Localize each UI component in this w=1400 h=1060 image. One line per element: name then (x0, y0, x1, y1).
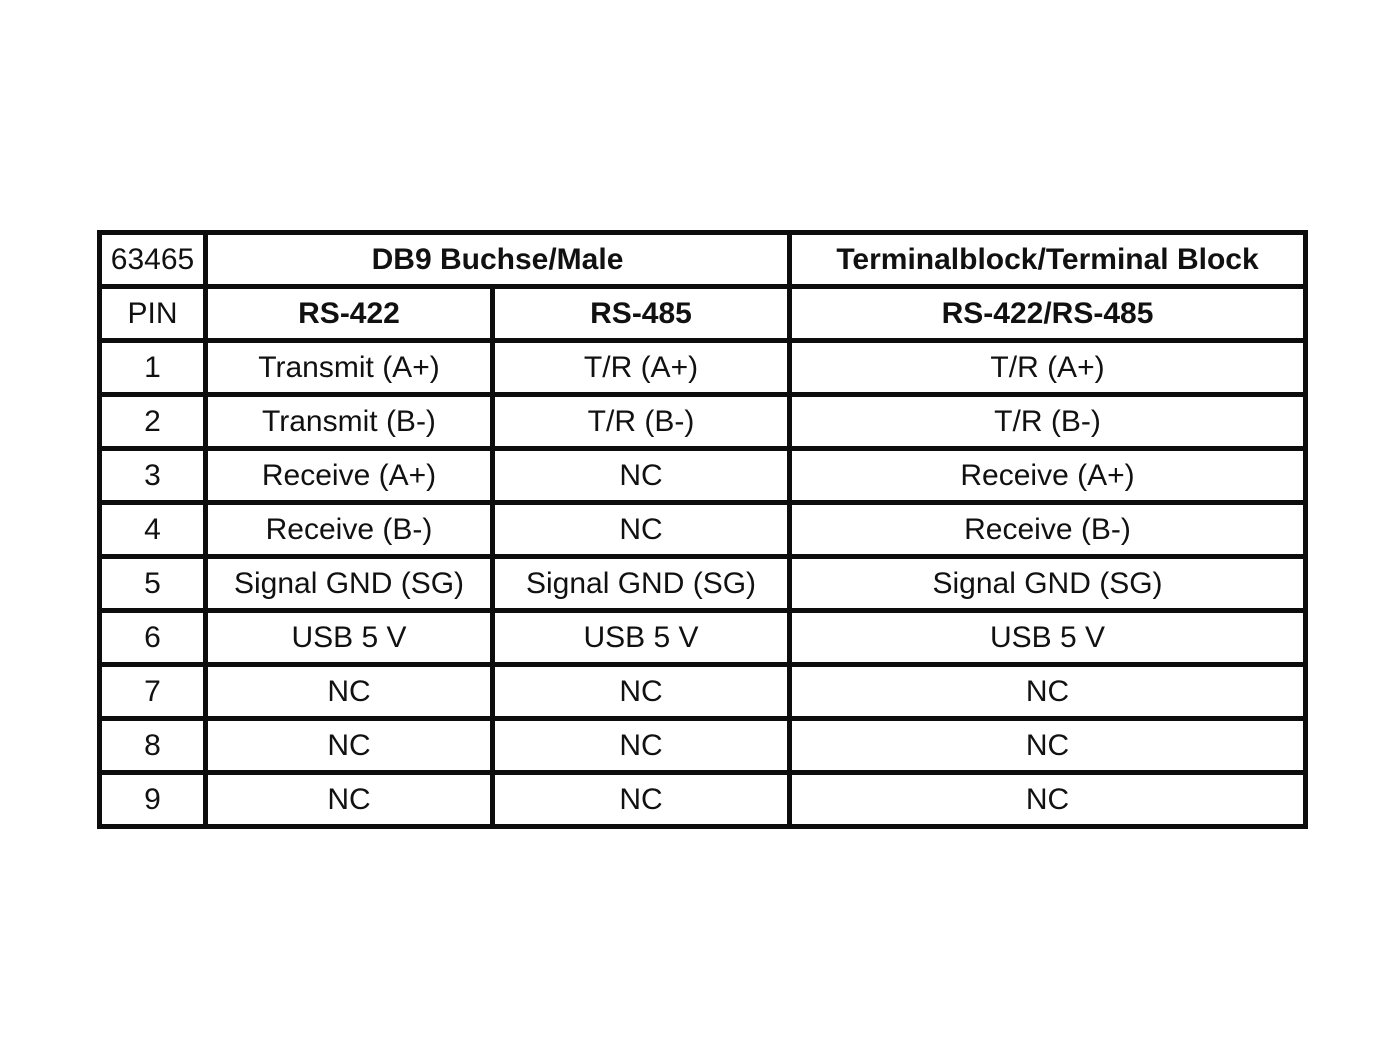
rs422-signal-cell: NC (203, 716, 495, 775)
rs485-signal-cell: USB 5 V (490, 608, 792, 667)
table-row-pin-1: 1 Transmit (A+) T/R (A+) T/R (A+) (97, 338, 1308, 397)
pin-column-header: PIN (97, 284, 208, 343)
rs485-signal-cell: Signal GND (SG) (490, 554, 792, 613)
pin-number-cell: 7 (97, 662, 208, 721)
table-group-header-row: 63465 DB9 Buchse/Male Terminalblock/Term… (97, 230, 1308, 289)
rs422-signal-cell: USB 5 V (203, 608, 495, 667)
pin-number-cell: 9 (97, 770, 208, 829)
table-row-pin-7: 7 NC NC NC (97, 662, 1308, 721)
pin-number-cell: 2 (97, 392, 208, 451)
terminal-signal-cell: T/R (A+) (787, 338, 1308, 397)
rs485-signal-cell: NC (490, 770, 792, 829)
terminal-signal-cell: Receive (A+) (787, 446, 1308, 505)
terminal-block-group-header: Terminalblock/Terminal Block (787, 230, 1308, 289)
db9-group-header: DB9 Buchse/Male (203, 230, 792, 289)
rs422-signal-cell: Transmit (B-) (203, 392, 495, 451)
rs422-rs485-column-header: RS-422/RS-485 (787, 284, 1308, 343)
table-row-pin-9: 9 NC NC NC (97, 770, 1308, 829)
rs422-signal-cell: Receive (B-) (203, 500, 495, 559)
rs485-signal-cell: NC (490, 716, 792, 775)
terminal-signal-cell: T/R (B-) (787, 392, 1308, 451)
terminal-signal-cell: NC (787, 662, 1308, 721)
terminal-signal-cell: USB 5 V (787, 608, 1308, 667)
pin-number-cell: 5 (97, 554, 208, 613)
rs485-column-header: RS-485 (490, 284, 792, 343)
rs422-signal-cell: Receive (A+) (203, 446, 495, 505)
terminal-signal-cell: Receive (B-) (787, 500, 1308, 559)
table-column-header-row: PIN RS-422 RS-485 RS-422/RS-485 (97, 284, 1308, 343)
pin-number-cell: 4 (97, 500, 208, 559)
rs422-column-header: RS-422 (203, 284, 495, 343)
rs485-signal-cell: NC (490, 500, 792, 559)
rs485-signal-cell: T/R (B-) (490, 392, 792, 451)
pin-number-cell: 8 (97, 716, 208, 775)
terminal-signal-cell: NC (787, 716, 1308, 775)
table-row-pin-3: 3 Receive (A+) NC Receive (A+) (97, 446, 1308, 505)
rs422-signal-cell: NC (203, 662, 495, 721)
terminal-signal-cell: Signal GND (SG) (787, 554, 1308, 613)
table-row-pin-2: 2 Transmit (B-) T/R (B-) T/R (B-) (97, 392, 1308, 451)
table-row-pin-6: 6 USB 5 V USB 5 V USB 5 V (97, 608, 1308, 667)
rs422-signal-cell: Signal GND (SG) (203, 554, 495, 613)
table-row-pin-5: 5 Signal GND (SG) Signal GND (SG) Signal… (97, 554, 1308, 613)
pin-number-cell: 1 (97, 338, 208, 397)
pinout-table: 63465 DB9 Buchse/Male Terminalblock/Term… (97, 230, 1308, 829)
pin-number-cell: 3 (97, 446, 208, 505)
rs485-signal-cell: T/R (A+) (490, 338, 792, 397)
pin-number-cell: 6 (97, 608, 208, 667)
rs485-signal-cell: NC (490, 446, 792, 505)
terminal-signal-cell: NC (787, 770, 1308, 829)
rs422-signal-cell: NC (203, 770, 495, 829)
rs485-signal-cell: NC (490, 662, 792, 721)
part-number-cell: 63465 (97, 230, 208, 289)
table-row-pin-4: 4 Receive (B-) NC Receive (B-) (97, 500, 1308, 559)
table-row-pin-8: 8 NC NC NC (97, 716, 1308, 775)
rs422-signal-cell: Transmit (A+) (203, 338, 495, 397)
